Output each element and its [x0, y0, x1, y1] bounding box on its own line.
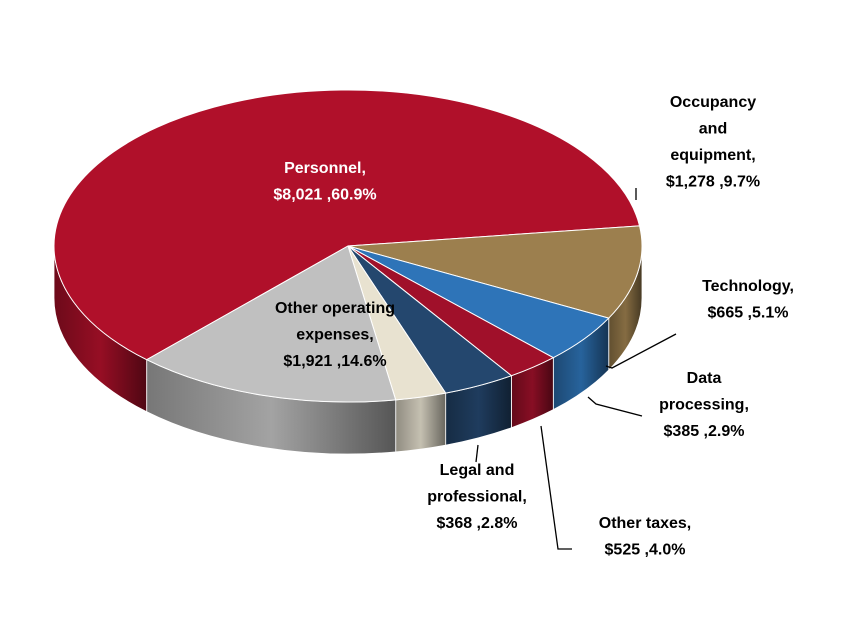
pie-slice-occupancy-and-equipment — [347, 225, 643, 319]
label-other-operating-expenses: Other operating expenses, $1,921 ,14.6% — [275, 300, 395, 370]
label-personnel: Personnel, $8,021 ,60.9% — [273, 160, 376, 204]
label-other-taxes: Other taxes, $525 ,4.0% — [599, 515, 691, 559]
pie-side-legal-and-professional — [395, 392, 447, 453]
label-data-processing: Data processing, $385 ,2.9% — [659, 370, 749, 440]
leader-line-technology — [605, 333, 677, 369]
leader-lines — [475, 188, 677, 550]
pie-slice-other-operating-expenses — [145, 245, 397, 403]
pie-sides — [53, 245, 643, 455]
pie-slice-personnel — [53, 89, 641, 361]
pie-tops — [53, 89, 643, 403]
leader-line-other-taxes — [540, 425, 572, 550]
slice-labels: Personnel, $8,021 ,60.9% Occupancy and equip… — [273, 94, 794, 559]
label-occupancy-and-equipment: Occupancy and equipment, $1,278 ,9.7% — [666, 94, 760, 191]
label-legal-and-professional: Legal and professional, $368 ,2.8% — [427, 462, 527, 532]
leader-line-data-processing — [587, 396, 643, 417]
label-technology: Technology, $665 ,5.1% — [702, 278, 794, 322]
leader-line-legal-and-professional — [475, 444, 479, 463]
